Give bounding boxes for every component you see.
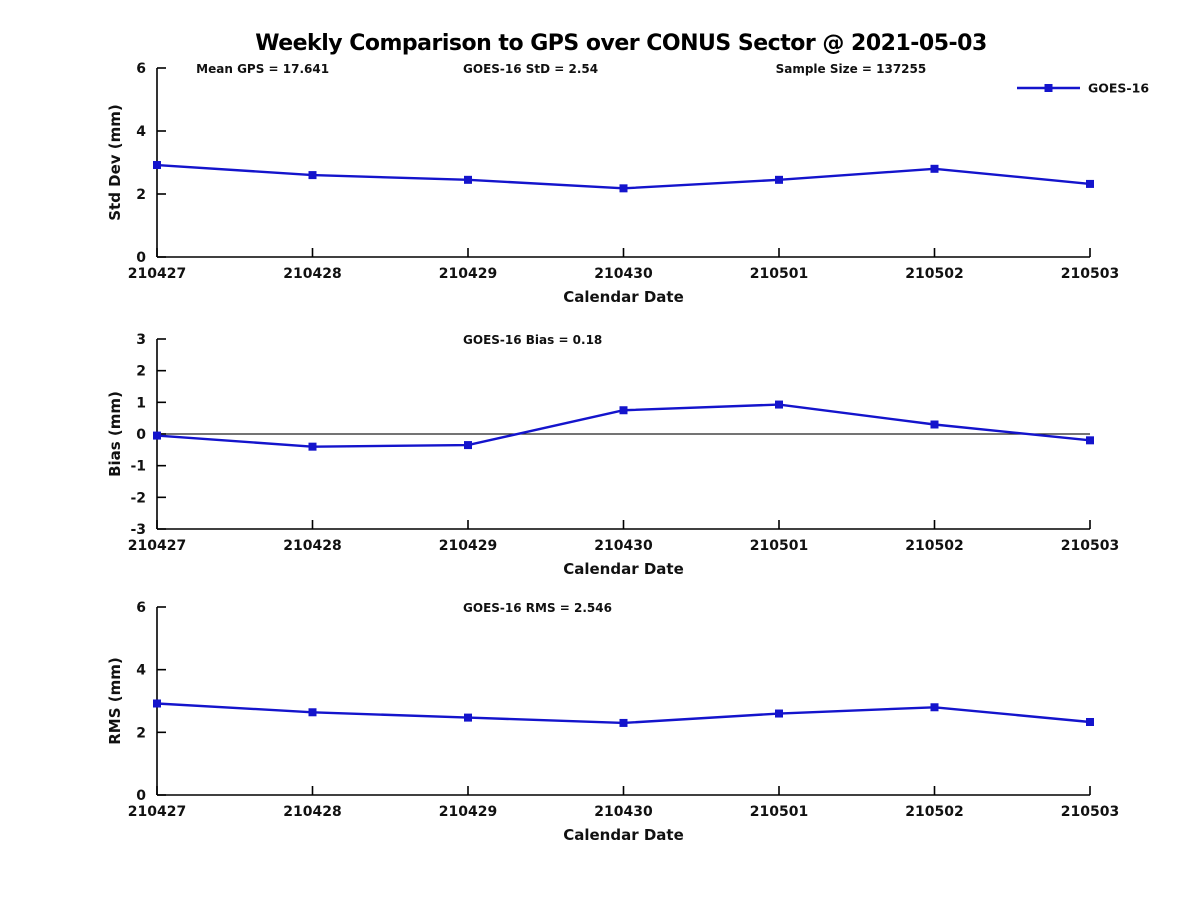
data-point-marker: [930, 164, 939, 173]
bias-subplot: -3 -2 -1 0 1 2 3 210427 210428 210429 210430 210501…: [106, 332, 1119, 578]
x-tick-label: 210503: [1061, 804, 1119, 820]
data-point-marker: [930, 420, 939, 429]
x-axis-title: Calendar Date: [563, 288, 684, 306]
data-point-marker: [1086, 179, 1094, 188]
annotation-text: Sample Size = 137255: [776, 62, 927, 76]
y-tick-label: -3: [130, 522, 146, 538]
y-tick-label: 2: [136, 364, 146, 380]
x-tick-label: 210430: [594, 266, 653, 282]
data-point-marker: [464, 441, 472, 450]
x-tick-label: 210427: [128, 804, 186, 820]
y-tick-label: 0: [136, 250, 146, 266]
x-tick-label: 210501: [750, 538, 808, 554]
data-point-marker: [308, 171, 317, 180]
data-point-marker: [619, 406, 628, 415]
x-tick-label: 210427: [128, 266, 186, 282]
y-tick-label: 4: [136, 663, 146, 679]
data-point-marker: [1086, 717, 1094, 726]
y-axis-title: Bias (mm): [106, 391, 124, 477]
x-tick-label: 210428: [283, 266, 341, 282]
x-tick-label: 210502: [905, 266, 963, 282]
x-tick-label: 210429: [439, 266, 497, 282]
data-point-marker: [153, 431, 161, 440]
x-tick-label: 210501: [750, 804, 808, 820]
x-tick-label: 210429: [439, 804, 497, 820]
data-point-marker: [775, 175, 783, 184]
annotation-text: Mean GPS = 17.641: [196, 62, 329, 76]
annotation-text: GOES-16 RMS = 2.546: [463, 601, 612, 615]
y-tick-label: 0: [136, 427, 146, 443]
x-axis-title: Calendar Date: [563, 826, 684, 844]
x-tick-label: 210430: [594, 804, 653, 820]
data-point-marker: [775, 709, 783, 718]
data-point-marker: [308, 442, 317, 451]
annotation-text: GOES-16 Bias = 0.18: [463, 333, 602, 347]
std-dev-subplot: 0 2 4 6 210427 210428 210429 210430 210501 210502…: [106, 61, 1149, 306]
legend-label: GOES-16: [1088, 81, 1149, 96]
data-point-marker: [464, 713, 472, 722]
data-point-marker: [153, 699, 161, 708]
data-point-marker: [619, 184, 628, 193]
y-axis-title: RMS (mm): [106, 657, 124, 744]
x-tick-label: 210503: [1061, 266, 1119, 282]
x-tick-label: 210503: [1061, 538, 1119, 554]
y-tick-label: 2: [136, 187, 146, 203]
y-tick-label: 6: [136, 600, 146, 616]
figure-title: Weekly Comparison to GPS over CONUS Sect…: [255, 31, 987, 56]
x-tick-label: 210502: [905, 804, 963, 820]
x-tick-label: 210427: [128, 538, 186, 554]
data-point-marker: [308, 708, 317, 717]
legend-marker: [1044, 84, 1053, 92]
x-tick-label: 210429: [439, 538, 497, 554]
x-axis-title: Calendar Date: [563, 560, 684, 578]
y-tick-label: 3: [136, 332, 146, 348]
x-tick-label: 210430: [594, 538, 653, 554]
y-tick-label: 4: [136, 124, 146, 140]
data-point-marker: [930, 703, 939, 712]
y-tick-label: 2: [136, 725, 146, 741]
data-point-marker: [464, 175, 472, 184]
x-tick-label: 210501: [750, 266, 808, 282]
y-tick-label: 0: [136, 788, 146, 804]
x-tick-label: 210428: [283, 538, 341, 554]
y-tick-label: 6: [136, 61, 146, 77]
x-tick-label: 210502: [905, 538, 963, 554]
y-axis-title: Std Dev (mm): [106, 104, 124, 221]
y-tick-label: -2: [130, 490, 146, 506]
x-tick-label: 210428: [283, 804, 341, 820]
annotation-text: GOES-16 StD = 2.54: [463, 62, 598, 76]
data-point-marker: [775, 400, 783, 409]
data-point-marker: [153, 161, 161, 170]
y-tick-label: -1: [130, 459, 146, 475]
data-point-marker: [619, 718, 628, 727]
rms-subplot: 0 2 4 6 210427 210428 210429 210430 210501 210502…: [106, 600, 1119, 844]
y-tick-label: 1: [136, 395, 146, 411]
data-point-marker: [1086, 436, 1094, 445]
